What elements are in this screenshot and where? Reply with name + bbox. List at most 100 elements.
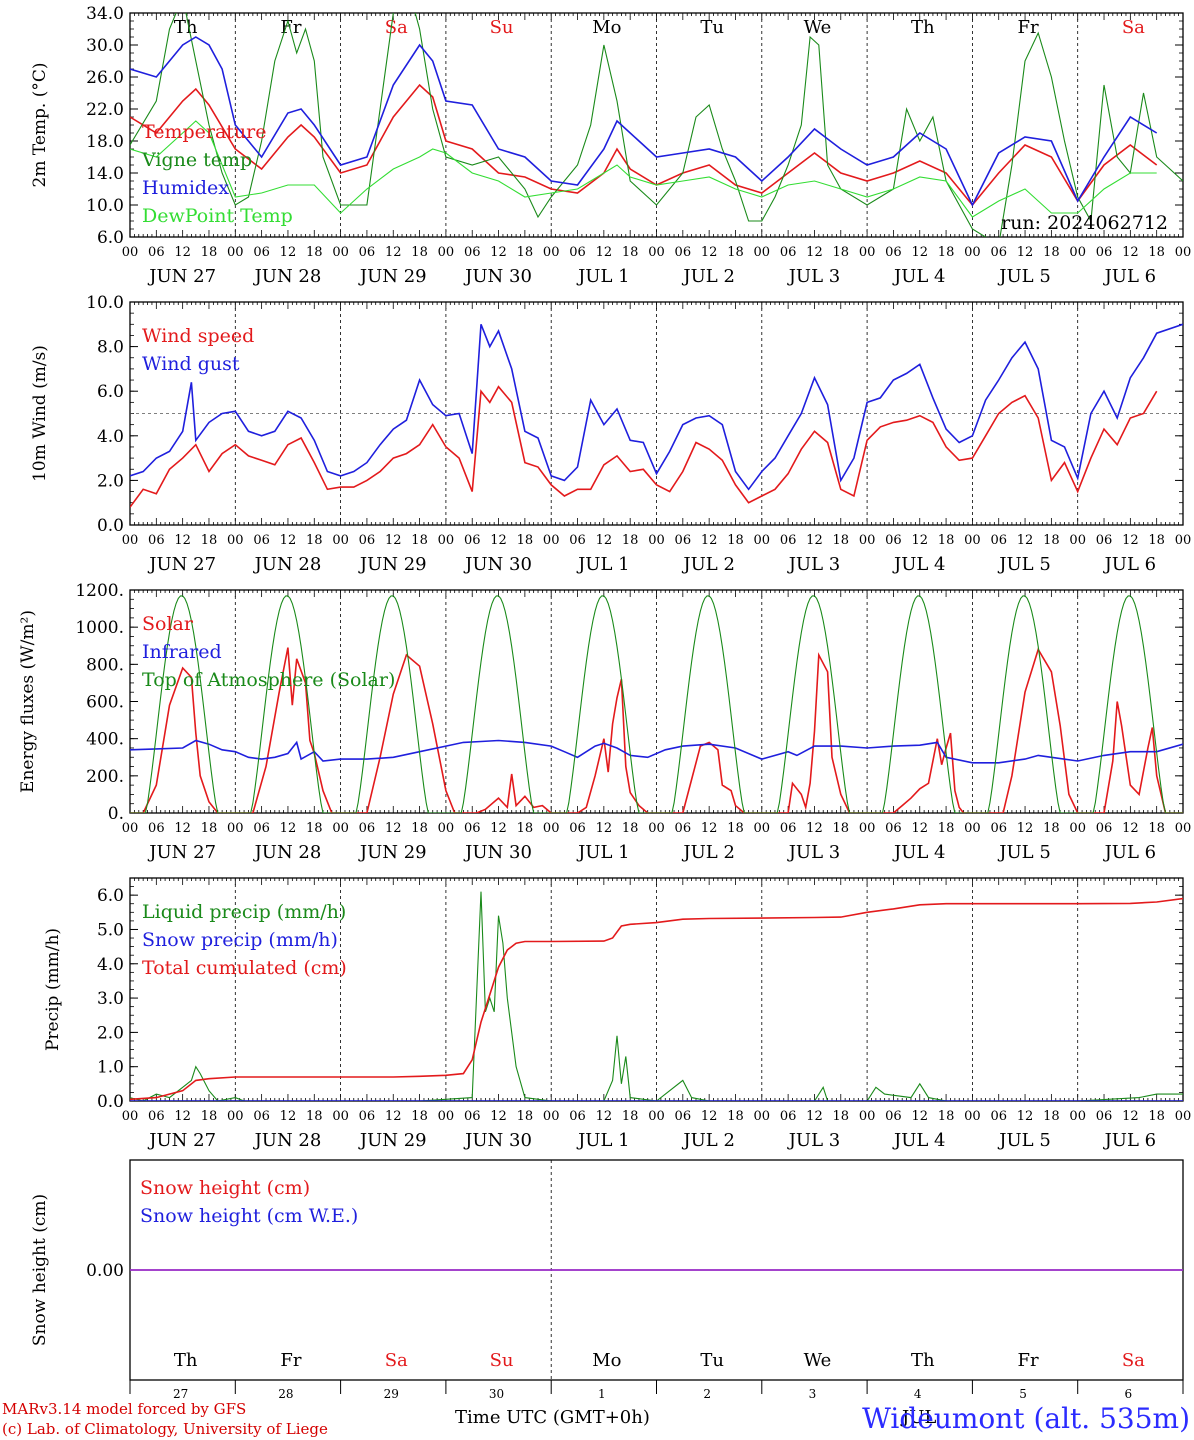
hour-tick-label: 00 bbox=[648, 245, 665, 260]
hour-tick-label: 00 bbox=[859, 1109, 876, 1124]
series-line-humidex bbox=[130, 36, 1158, 207]
y-tick-label: 5.0 bbox=[97, 920, 124, 940]
hour-tick-label: 06 bbox=[148, 1109, 165, 1124]
hour-tick-label: 12 bbox=[911, 533, 928, 548]
day-of-week-label: Th bbox=[174, 1350, 198, 1371]
hour-tick-label: 12 bbox=[490, 821, 507, 836]
date-label: JUL 4 bbox=[892, 266, 946, 287]
hour-tick-label: 18 bbox=[938, 245, 955, 260]
hour-tick-label: 12 bbox=[701, 821, 718, 836]
y-tick-label: 0. bbox=[108, 804, 124, 824]
hour-tick-label: 00 bbox=[438, 245, 455, 260]
hour-tick-label: 06 bbox=[464, 821, 481, 836]
precip-panel: 0.0 1.0 2.0 3.0 4.0 5.0 6.0 Precip (mm/h) 00 06 12… bbox=[43, 877, 1191, 1151]
hour-tick-label: 18 bbox=[201, 245, 218, 260]
hour-tick-label: 06 bbox=[780, 1109, 797, 1124]
hour-tick-label: 06 bbox=[1096, 245, 1113, 260]
hour-tick-label: 18 bbox=[1043, 245, 1060, 260]
hour-tick-label: 00 bbox=[859, 533, 876, 548]
hour-tick-label: 00 bbox=[1175, 821, 1192, 836]
legend-entry: Snow precip (mm/h) bbox=[142, 929, 338, 951]
hour-tick-label: 06 bbox=[359, 245, 376, 260]
day-of-week-label: Fr bbox=[1018, 17, 1039, 38]
y-tick-label: 4.0 bbox=[97, 955, 124, 975]
day-of-week-label: Fr bbox=[280, 1350, 301, 1371]
day-number-label: 30 bbox=[489, 1387, 504, 1401]
day-number-label: 4 bbox=[914, 1387, 922, 1401]
hour-tick-label: 12 bbox=[1122, 1109, 1139, 1124]
y-axis-label: 10m Wind (m/s) bbox=[30, 345, 50, 482]
hour-tick-label: 00 bbox=[332, 1109, 349, 1124]
y-tick-label: 200. bbox=[86, 767, 124, 787]
date-label: JUL 6 bbox=[1103, 1130, 1157, 1151]
hour-tick-label: 00 bbox=[964, 821, 981, 836]
date-label: JUN 27 bbox=[147, 554, 216, 575]
day-of-week-label: We bbox=[804, 17, 832, 38]
hour-tick-label: 00 bbox=[1069, 533, 1086, 548]
hour-tick-label: 06 bbox=[1096, 821, 1113, 836]
hour-tick-label: 18 bbox=[727, 821, 744, 836]
y-axis-label: Precip (mm/h) bbox=[43, 928, 63, 1051]
date-label: JUL 3 bbox=[787, 554, 841, 575]
date-label: JUL 1 bbox=[576, 266, 630, 287]
y-tick-label: 1.0 bbox=[97, 1058, 124, 1078]
hour-tick-label: 00 bbox=[227, 245, 244, 260]
hour-tick-label: 12 bbox=[280, 821, 297, 836]
day-of-week-label: Th bbox=[911, 17, 935, 38]
hour-tick-label: 00 bbox=[964, 1109, 981, 1124]
y-tick-label: 10.0 bbox=[86, 196, 124, 216]
hour-tick-label: 00 bbox=[648, 1109, 665, 1124]
day-number-label: 5 bbox=[1019, 1387, 1027, 1401]
hour-tick-label: 12 bbox=[280, 245, 297, 260]
legend-entry: Humidex bbox=[142, 177, 229, 199]
hour-tick-label: 12 bbox=[701, 245, 718, 260]
series-line-solar bbox=[130, 647, 1183, 813]
date-label: JUL 2 bbox=[681, 554, 735, 575]
hour-tick-label: 12 bbox=[1017, 533, 1034, 548]
hour-tick-label: 18 bbox=[833, 821, 850, 836]
hour-tick-label: 06 bbox=[675, 1109, 692, 1124]
hour-tick-label: 12 bbox=[596, 533, 613, 548]
hour-tick-label: 00 bbox=[1069, 821, 1086, 836]
hour-tick-label: 12 bbox=[385, 245, 402, 260]
y-tick-label: 600. bbox=[86, 693, 124, 713]
hour-tick-label: 00 bbox=[859, 245, 876, 260]
date-label: JUN 27 bbox=[147, 1130, 216, 1151]
model-credit: MARv3.14 model forced by GFS bbox=[2, 1400, 246, 1418]
hour-tick-label: 06 bbox=[885, 1109, 902, 1124]
date-label: JUL 2 bbox=[681, 842, 735, 863]
date-label: JUN 29 bbox=[358, 1130, 427, 1151]
y-tick-label: 800. bbox=[86, 655, 124, 675]
hour-tick-label: 06 bbox=[148, 245, 165, 260]
day-of-week-label: Sa bbox=[385, 1350, 408, 1371]
hour-tick-label: 06 bbox=[569, 821, 586, 836]
day-of-week-label: Mo bbox=[592, 1350, 621, 1371]
hour-tick-label: 12 bbox=[1017, 821, 1034, 836]
date-label: JUL 3 bbox=[787, 842, 841, 863]
legend-entry: DewPoint Temp bbox=[142, 205, 293, 227]
day-number-label: 1 bbox=[598, 1387, 606, 1401]
y-tick-label: 6.0 bbox=[97, 886, 124, 906]
date-label: JUN 30 bbox=[463, 266, 532, 287]
date-label: JUL 4 bbox=[892, 554, 946, 575]
day-of-week-label: Tu bbox=[700, 17, 724, 38]
hour-tick-label: 00 bbox=[754, 533, 771, 548]
date-label: JUL 4 bbox=[892, 1130, 946, 1151]
hour-tick-label: 12 bbox=[911, 245, 928, 260]
hour-tick-label: 06 bbox=[990, 245, 1007, 260]
date-label: JUN 30 bbox=[463, 1130, 532, 1151]
hour-tick-label: 12 bbox=[806, 1109, 823, 1124]
hour-tick-label: 18 bbox=[1043, 1109, 1060, 1124]
series-line-total-cumulated-cm bbox=[130, 897, 1183, 1101]
hour-tick-label: 12 bbox=[385, 1109, 402, 1124]
hour-tick-label: 00 bbox=[332, 821, 349, 836]
hour-tick-label: 18 bbox=[938, 821, 955, 836]
day-number-label: 3 bbox=[809, 1387, 817, 1401]
y-tick-label: 4.0 bbox=[97, 427, 124, 447]
day-of-week-label: Fr bbox=[1018, 1350, 1039, 1371]
hour-tick-label: 18 bbox=[306, 245, 323, 260]
series-line-infrared bbox=[130, 739, 1183, 764]
y-tick-label: 400. bbox=[86, 730, 124, 750]
hour-tick-label: 06 bbox=[1096, 1109, 1113, 1124]
